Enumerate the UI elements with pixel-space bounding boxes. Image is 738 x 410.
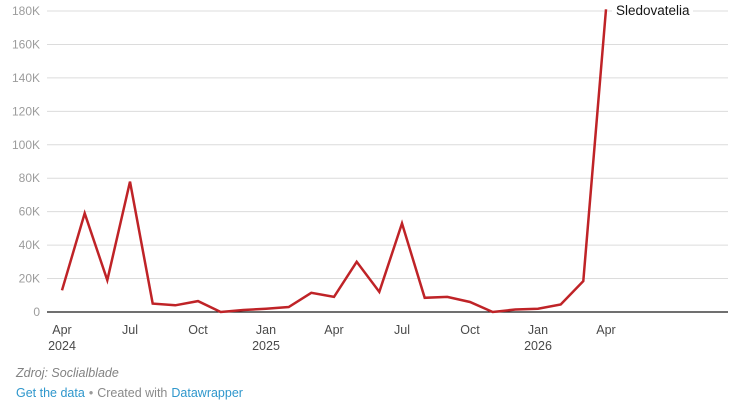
attribution-line: Get the data • Created with Datawrapper xyxy=(16,386,738,400)
y-tick-label: 100K xyxy=(12,138,40,152)
x-tick-label: Oct xyxy=(460,323,480,337)
created-with-text: Created with xyxy=(97,386,168,400)
data-line-sledovatelia xyxy=(60,9,608,314)
x-tick-label: Oct xyxy=(188,323,208,337)
y-tick-label: 180K xyxy=(12,4,40,18)
x-tick-label: Apr xyxy=(596,323,615,337)
footer-separator: • xyxy=(88,386,94,400)
y-tick-label: 120K xyxy=(12,104,40,118)
x-tick-year-label: 2024 xyxy=(48,339,76,353)
x-tick-label: Apr xyxy=(324,323,343,337)
x-tick-year-label: 2025 xyxy=(252,339,280,353)
y-tick-label: 60K xyxy=(19,205,40,219)
x-tick-label: Apr xyxy=(52,323,71,337)
chart-footer: Zdroj: Soclialblade Get the data • Created… xyxy=(16,366,738,400)
y-tick-label: 0 xyxy=(33,305,40,319)
datawrapper-link[interactable]: Datawrapper xyxy=(171,386,243,400)
get-the-data-link[interactable]: Get the data xyxy=(16,386,85,400)
followers-line-chart: 0 20K 40K 60K 80K 100K 120K 140K 160K 180K Apr 2024… xyxy=(12,2,728,353)
source-line: Zdroj: Soclialblade xyxy=(16,366,738,380)
series-end-label: Sledovatelia xyxy=(612,2,693,19)
x-tick-year-label: 2026 xyxy=(524,339,552,353)
x-tick-label: Jul xyxy=(394,323,410,337)
source-text: Zdroj: Soclialblade xyxy=(16,366,119,380)
y-tick-label: 160K xyxy=(12,37,40,51)
y-tick-label: 40K xyxy=(19,238,40,252)
y-tick-label: 80K xyxy=(19,171,40,185)
y-tick-label: 140K xyxy=(12,71,40,85)
x-tick-label: Jul xyxy=(122,323,138,337)
x-tick-label: Jan xyxy=(256,323,276,337)
y-tick-label: 20K xyxy=(19,272,40,286)
chart-plot: 0 20K 40K 60K 80K 100K 120K 140K 160K 180K Apr 2024… xyxy=(12,4,728,353)
x-tick-label: Jan xyxy=(528,323,548,337)
